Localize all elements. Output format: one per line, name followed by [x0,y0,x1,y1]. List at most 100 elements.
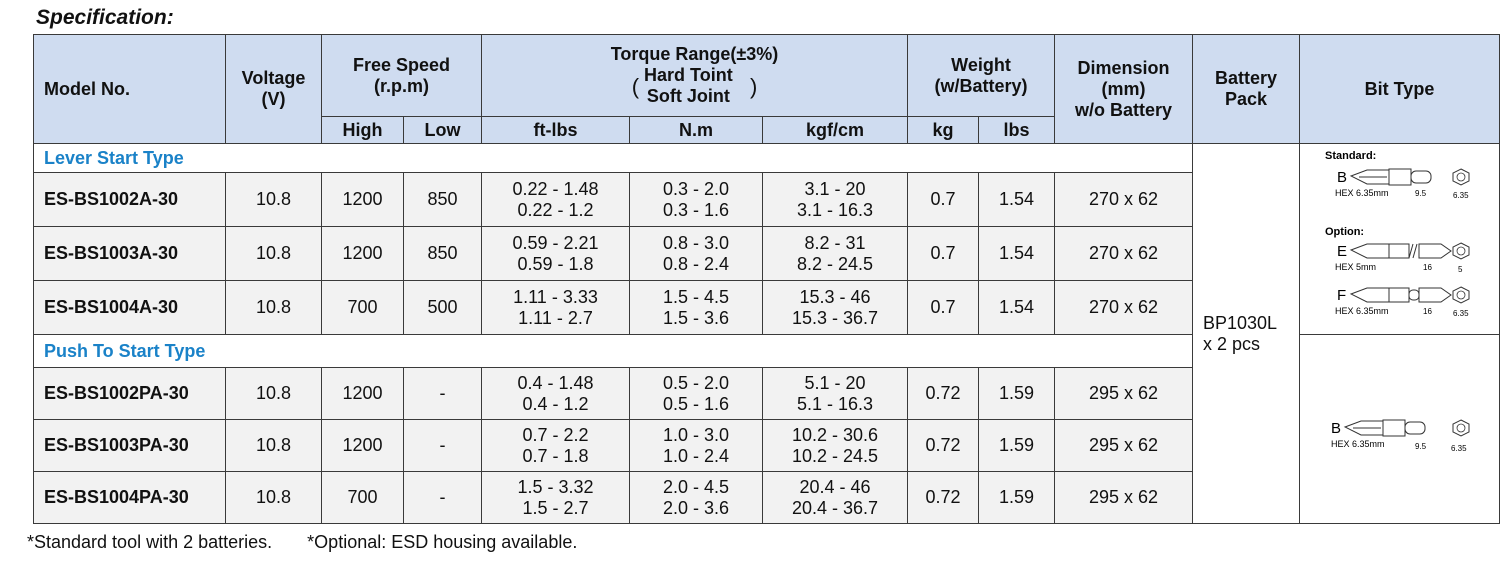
header-kg: kg [907,116,979,144]
kgfcm-cell: 15.3 - 46 15.3 - 36.7 [762,280,908,335]
spec-table: Model No. Voltage (V) Free Speed (r.p.m) T… [33,34,1500,524]
dimension-cell: 270 x 62 [1054,226,1193,282]
bit-letter: B [1337,169,1347,186]
kgfcm-cell: 10.2 - 30.6 10.2 - 24.5 [762,419,908,472]
bit-size: 6.35 [1451,444,1467,453]
dimension-cell: 295 x 62 [1054,471,1193,524]
kg-cell: 0.7 [907,226,979,282]
ftlbs-cell: 0.7 - 2.2 0.7 - 1.8 [481,419,630,472]
kg-cell: 0.7 [907,172,979,228]
table-row: ES-BS1002A-30 10.8 1200 850 0.22 - 1.48 0… [33,172,1500,228]
dimension-cell: 270 x 62 [1054,172,1193,228]
table-row: ES-BS1003A-30 10.8 1200 850 0.59 - 2.21 0… [33,226,1500,282]
bit-size: 5 [1458,265,1463,274]
section-lever-start: Lever Start Type [33,142,1193,174]
lbs-cell: 1.59 [978,419,1055,472]
nm-cell: 0.5 - 2.0 0.5 - 1.6 [629,367,763,420]
voltage-cell: 10.8 [225,367,322,420]
header-low: Low [403,116,482,144]
header-voltage: Voltage (V) [225,34,322,144]
nm-cell: 0.8 - 3.0 0.8 - 2.4 [629,226,763,282]
bit-diagram-standard-options: Standard: B HEX 6.35mm 9.5 6 [1300,144,1499,334]
footnote-standard: *Standard tool with 2 batteries. [27,532,273,552]
header-ftlbs: ft-lbs [481,116,630,144]
low-cell: - [403,419,482,472]
bit-f-option-icon: F HEX 6.35mm 16 6.35 [1335,286,1469,318]
header-lbs: lbs [978,116,1055,144]
bit-b-standard-icon: B HEX 6.35mm 9.5 6.35 [1335,168,1469,200]
bit-letter: B [1331,420,1341,437]
bit-length: 9.5 [1415,442,1427,451]
option-label: Option: [1325,226,1364,238]
lbs-cell: 1.54 [978,226,1055,282]
page-title: Specification: [36,6,174,29]
model-cell: ES-BS1003A-30 [33,226,226,282]
kgfcm-cell: 5.1 - 20 5.1 - 16.3 [762,367,908,420]
header-battery-pack: Battery Pack [1192,34,1300,144]
bit-e-option-icon: E HEX 5mm 16 5 [1335,242,1469,274]
high-cell: 1200 [321,172,404,228]
low-cell: - [403,471,482,524]
voltage-cell: 10.8 [225,226,322,282]
header-weight: Weight (w/Battery) [907,34,1055,117]
bit-letter: E [1337,243,1347,260]
voltage-cell: 10.8 [225,172,322,228]
dimension-cell: 270 x 62 [1054,280,1193,335]
lbs-cell: 1.59 [978,471,1055,524]
kg-cell: 0.72 [907,419,979,472]
high-cell: 1200 [321,367,404,420]
bit-length: 9.5 [1415,189,1427,198]
bit-hex: HEX 6.35mm [1335,188,1389,198]
bit-hex: HEX 6.35mm [1331,439,1385,449]
header-bit-type: Bit Type [1299,34,1500,144]
footnotes: *Standard tool with 2 batteries. *Option… [27,532,577,553]
ftlbs-cell: 1.5 - 3.32 1.5 - 2.7 [481,471,630,524]
standard-label: Standard: [1325,150,1376,162]
lbs-cell: 1.59 [978,367,1055,420]
bit-length: 16 [1423,263,1432,272]
header-model: Model No. [33,34,226,144]
ftlbs-cell: 0.22 - 1.48 0.22 - 1.2 [481,172,630,228]
low-cell: - [403,367,482,420]
table-row: ES-BS1002PA-30 10.8 1200 - 0.4 - 1.48 0.4… [33,367,1500,420]
nm-cell: 2.0 - 4.5 2.0 - 3.6 [629,471,763,524]
bit-size: 6.35 [1453,309,1469,318]
bit-diagram-push-svg: B HEX 6.35mm 9.5 6.35 [1331,418,1469,453]
ftlbs-cell: 0.59 - 2.21 0.59 - 1.8 [481,226,630,282]
bit-length: 16 [1423,307,1432,316]
section-push-to-start: Push To Start Type [33,334,1193,368]
ftlbs-cell: 0.4 - 1.48 0.4 - 1.2 [481,367,630,420]
lbs-cell: 1.54 [978,280,1055,335]
low-cell: 500 [403,280,482,335]
bit-size: 6.35 [1453,191,1469,200]
voltage-cell: 10.8 [225,471,322,524]
nm-cell: 1.5 - 4.5 1.5 - 3.6 [629,280,763,335]
nm-cell: 1.0 - 3.0 1.0 - 2.4 [629,419,763,472]
high-cell: 700 [321,471,404,524]
table-row: ES-BS1004PA-30 10.8 700 - 1.5 - 3.32 1.5 … [33,471,1500,524]
kgfcm-cell: 20.4 - 46 20.4 - 36.7 [762,471,908,524]
high-cell: 700 [321,280,404,335]
kg-cell: 0.7 [907,280,979,335]
dimension-cell: 295 x 62 [1054,367,1193,420]
low-cell: 850 [403,226,482,282]
model-cell: ES-BS1004A-30 [33,280,226,335]
bit-hex: HEX 5mm [1335,262,1376,272]
voltage-cell: 10.8 [225,280,322,335]
header-free-speed: Free Speed (r.p.m) [321,34,482,117]
low-cell: 850 [403,172,482,228]
kgfcm-cell: 8.2 - 31 8.2 - 24.5 [762,226,908,282]
model-cell: ES-BS1004PA-30 [33,471,226,524]
kg-cell: 0.72 [907,471,979,524]
bit-diagram-svg: Standard: B HEX 6.35mm 9.5 6 [1325,150,1469,318]
dimension-cell: 295 x 62 [1054,419,1193,472]
high-cell: 1200 [321,226,404,282]
model-cell: ES-BS1003PA-30 [33,419,226,472]
voltage-cell: 10.8 [225,419,322,472]
bit-type-push-cell: B HEX 6.35mm 9.5 6.35 [1299,334,1500,524]
bit-letter: F [1337,287,1346,304]
header-nm: N.m [629,116,763,144]
bit-b-push-icon: B HEX 6.35mm 9.5 6.35 [1331,418,1469,453]
kg-cell: 0.72 [907,367,979,420]
kgfcm-cell: 3.1 - 20 3.1 - 16.3 [762,172,908,228]
